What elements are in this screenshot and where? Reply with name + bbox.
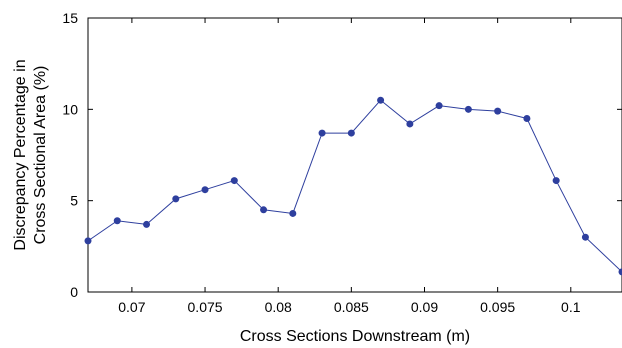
- y-tick-label: 10: [62, 101, 78, 117]
- data-point: [230, 177, 238, 185]
- y-tick-label: 5: [70, 193, 78, 209]
- data-point: [435, 102, 443, 110]
- data-point: [289, 209, 297, 217]
- data-point: [581, 233, 589, 241]
- y-tick-label: 15: [62, 10, 78, 26]
- y-axis-label-line-1: Discrepancy Percentage in: [12, 59, 29, 250]
- data-point: [260, 206, 268, 214]
- data-points: [84, 96, 622, 276]
- data-point: [406, 120, 414, 128]
- data-point: [552, 177, 560, 185]
- x-tick-label: 0.075: [188, 299, 223, 315]
- axis-ticks: [88, 17, 622, 293]
- x-tick-label: 0.085: [334, 299, 369, 315]
- x-tick-label: 0.09: [411, 299, 438, 315]
- data-point: [464, 105, 472, 113]
- data-point: [618, 268, 622, 276]
- x-tick-label: 0.095: [480, 299, 515, 315]
- x-axis-label: Cross Sections Downstream (m): [240, 328, 470, 345]
- data-point: [494, 107, 502, 115]
- plot-frame: [87, 17, 622, 293]
- series-line: [87, 99, 622, 273]
- y-axis-label-line-2: Cross Sectional Area (%): [32, 66, 49, 245]
- data-point: [172, 195, 180, 203]
- x-tick-label: 0.1: [561, 299, 581, 315]
- tick-labels: 0.07 0.075 0.08 0.085 0.09 0.095 0.1 0 5 10 15: [62, 10, 580, 315]
- data-point: [347, 129, 355, 137]
- data-point: [113, 217, 121, 225]
- data-point: [201, 186, 209, 194]
- y-tick-label: 0: [70, 284, 78, 300]
- x-tick-label: 0.07: [118, 299, 145, 315]
- data-point: [143, 220, 151, 228]
- x-tick-label: 0.08: [265, 299, 292, 315]
- data-point: [523, 114, 531, 122]
- data-point: [377, 96, 385, 104]
- data-point: [84, 237, 92, 245]
- data-point: [318, 129, 326, 137]
